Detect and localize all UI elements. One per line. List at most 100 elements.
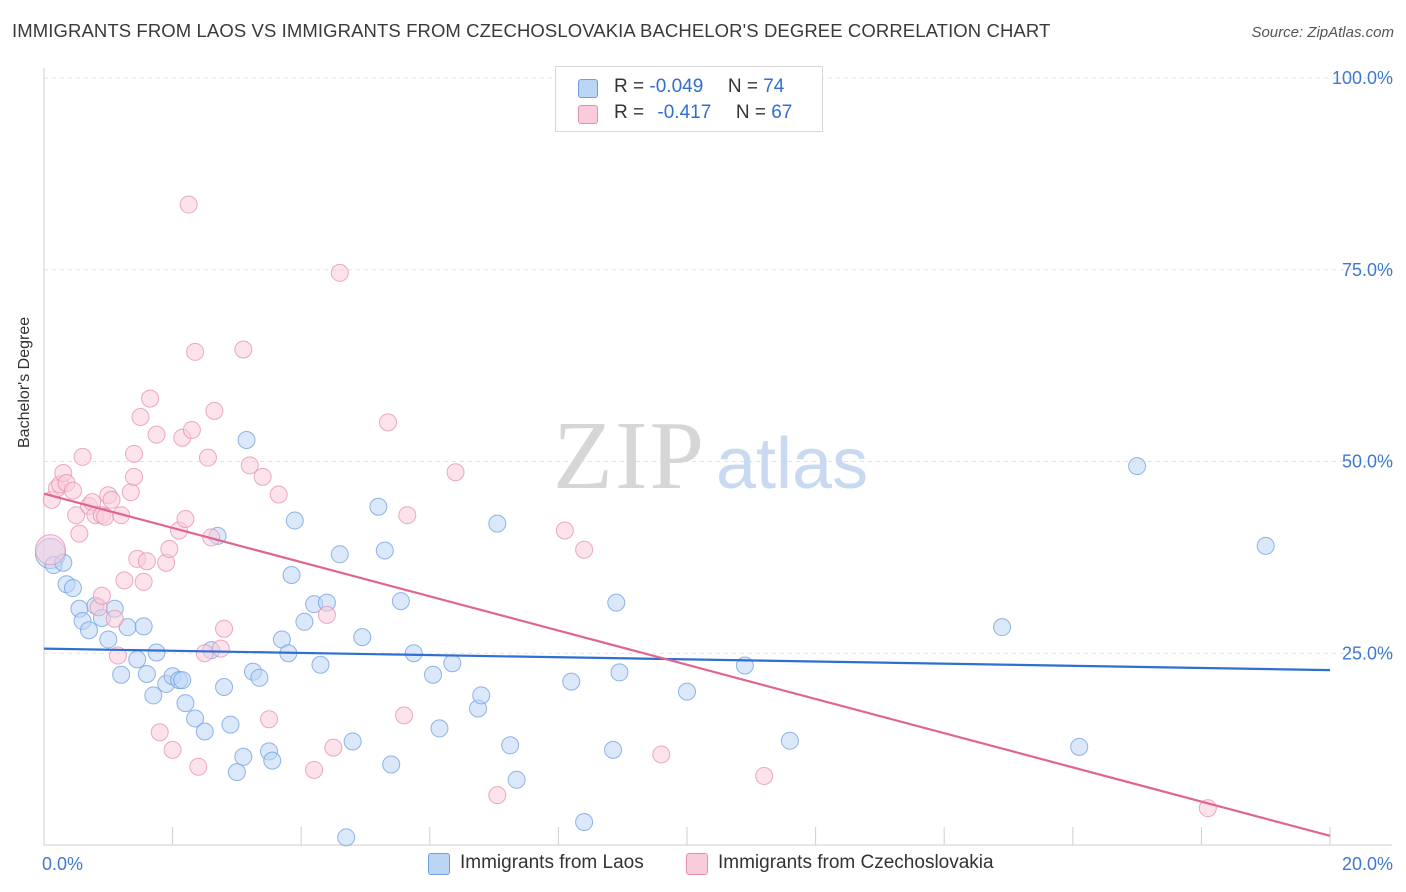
laos-point	[375, 541, 394, 560]
laos-point	[604, 740, 623, 759]
laos-point	[195, 722, 214, 741]
laos-point	[144, 686, 163, 705]
czech-point	[134, 572, 153, 591]
y-tick-label: 100.0%	[1332, 68, 1393, 88]
laos-point	[780, 731, 799, 750]
laos-point	[337, 828, 356, 847]
czech-point	[141, 389, 160, 408]
czech-point	[317, 605, 336, 624]
laos-point	[501, 736, 520, 755]
laos-point	[250, 668, 269, 687]
laos-point	[430, 719, 449, 738]
czech-point	[253, 467, 272, 486]
czech-point	[446, 463, 465, 482]
laos-point	[369, 497, 388, 516]
czech-point	[260, 710, 279, 729]
x-tick-label: 0.0%	[42, 854, 83, 874]
laos-point	[311, 655, 330, 674]
czech-point	[179, 195, 198, 214]
czech-point	[115, 571, 134, 590]
series-swatch-laos	[428, 853, 450, 875]
laos-point	[507, 770, 526, 789]
czech-point	[755, 766, 774, 785]
watermark-atlas: atlas	[716, 424, 868, 504]
laos-point	[80, 621, 99, 640]
laos-point	[1128, 457, 1147, 476]
source-label: Source: ZipAtlas.com	[1251, 24, 1394, 41]
legend-n-value-laos: 74	[763, 76, 785, 97]
czech-point	[67, 506, 86, 525]
czech-point	[205, 401, 224, 420]
laos-point	[234, 747, 253, 766]
watermark-zip: ZIP	[553, 402, 706, 510]
czech-point	[182, 421, 201, 440]
laos-point	[176, 694, 195, 713]
laos-trend-line	[43, 647, 1331, 672]
czech-point	[269, 485, 288, 504]
legend-r-value-laos: -0.049	[649, 76, 704, 97]
czech-point	[234, 340, 253, 359]
laos-point	[221, 715, 240, 734]
laos-point	[173, 671, 192, 690]
czech-point	[395, 706, 414, 725]
legend-n-label: N =	[727, 76, 758, 97]
czech-point	[240, 456, 259, 475]
legend-n-value-czech: 67	[771, 102, 793, 123]
laos-point	[607, 593, 626, 612]
laos-point	[1256, 536, 1275, 555]
laos-point	[404, 644, 423, 663]
czech-trend-line	[43, 492, 1331, 837]
czech-point	[160, 539, 179, 558]
laos-point	[488, 514, 507, 533]
laos-point	[424, 665, 443, 684]
czech-point	[34, 534, 66, 566]
laos-point	[343, 732, 362, 751]
series-label-laos: Immigrants from Laos	[460, 852, 644, 873]
laos-point	[382, 755, 401, 774]
czech-point	[70, 524, 89, 543]
czech-point	[305, 760, 324, 779]
czech-point	[215, 619, 234, 638]
czech-point	[102, 490, 121, 509]
laos-point	[1070, 737, 1089, 756]
czech-point	[189, 757, 208, 776]
x-tick-label: 20.0%	[1342, 854, 1393, 874]
laos-point	[237, 431, 256, 450]
czech-point	[488, 786, 507, 805]
czech-point	[211, 639, 230, 658]
laos-point	[678, 682, 696, 701]
czech-point	[163, 740, 182, 759]
czech-point	[176, 510, 195, 529]
legend-r-value-czech: -0.417	[657, 102, 712, 123]
laos-point	[128, 650, 147, 669]
czech-point	[198, 448, 217, 467]
watermark: ZIP atlas	[553, 402, 868, 510]
laos-point	[391, 592, 410, 611]
czech-point	[73, 447, 92, 466]
series-swatch-czech	[686, 853, 708, 875]
laos-point	[263, 751, 282, 770]
y-tick-label: 50.0%	[1342, 452, 1393, 472]
czech-point	[121, 483, 140, 502]
laos-point	[443, 654, 462, 673]
czech-point	[147, 425, 166, 444]
laos-point	[215, 677, 234, 696]
laos-point	[295, 612, 314, 631]
laos-point	[99, 630, 118, 649]
czech-point	[137, 552, 156, 571]
legend-n-label: N =	[735, 102, 766, 123]
legend-swatch-czech	[578, 105, 598, 124]
stats-legend: R = -0.049 N = 74 R = -0.417 N = 67	[555, 66, 823, 132]
czech-point	[652, 745, 671, 764]
czech-point	[108, 646, 127, 665]
laos-point	[147, 643, 166, 662]
laos-point	[472, 686, 491, 705]
czech-point	[186, 342, 205, 361]
y-tick-label: 75.0%	[1342, 260, 1393, 280]
y-axis-label: Bachelor's Degree	[16, 316, 33, 448]
legend-r-label: R =	[614, 76, 645, 97]
legend-swatch-laos	[578, 79, 598, 98]
laos-point	[562, 672, 581, 691]
czech-point	[195, 644, 214, 663]
